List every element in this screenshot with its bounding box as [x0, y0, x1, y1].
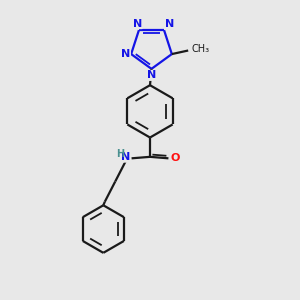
Text: N: N: [121, 49, 130, 59]
Text: O: O: [170, 153, 180, 163]
Text: N: N: [165, 19, 174, 29]
Text: N: N: [133, 19, 142, 28]
Text: H: H: [116, 149, 124, 159]
Text: N: N: [121, 152, 130, 162]
Text: CH₃: CH₃: [192, 44, 210, 54]
Text: N: N: [147, 70, 156, 80]
